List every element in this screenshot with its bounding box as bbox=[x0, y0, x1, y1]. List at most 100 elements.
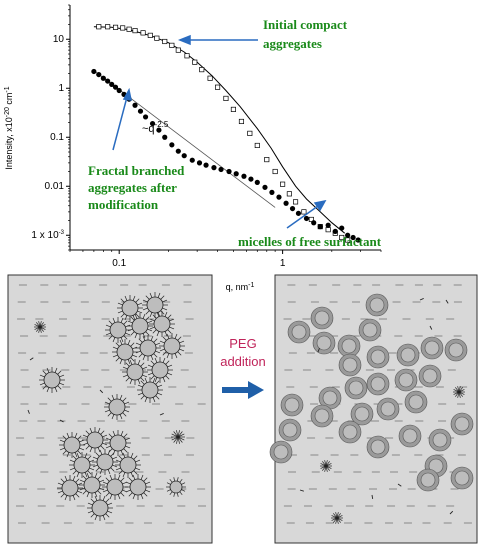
data-point-square bbox=[339, 234, 345, 241]
data-point-circle bbox=[355, 237, 361, 243]
data-point-circle bbox=[295, 210, 302, 216]
micelle-spike bbox=[176, 477, 179, 482]
micelle-spike bbox=[112, 346, 118, 350]
process-label-line2: addition bbox=[220, 354, 266, 369]
free-surfactant bbox=[445, 299, 449, 304]
micelle-spike bbox=[102, 495, 106, 501]
micelle-spike bbox=[76, 472, 80, 478]
data-point-circle bbox=[156, 127, 162, 133]
particle-core bbox=[370, 439, 386, 455]
micelle-spike bbox=[173, 477, 176, 482]
micelle-spike bbox=[125, 362, 130, 367]
micelle-spike bbox=[162, 377, 166, 383]
particle-core bbox=[284, 397, 300, 413]
micelle-spike bbox=[142, 374, 148, 378]
micelle-spike bbox=[142, 335, 146, 341]
micelle-spike bbox=[82, 434, 88, 438]
annotation-arrows bbox=[112, 34, 327, 229]
micelle-spike bbox=[128, 477, 133, 482]
data-point-circle bbox=[317, 224, 323, 230]
micelle-spike bbox=[104, 409, 110, 413]
micelle-spike bbox=[105, 513, 110, 518]
micelle-spike bbox=[164, 331, 168, 337]
micelle-spike bbox=[108, 320, 113, 325]
micelle-spike bbox=[82, 490, 87, 495]
micelle-spike bbox=[39, 374, 45, 378]
micelle-spike bbox=[66, 452, 70, 458]
micelle-spike bbox=[102, 481, 108, 485]
annotation-fractal-line1: Fractal branched bbox=[88, 163, 185, 178]
data-point-circle bbox=[262, 184, 268, 190]
micelle-spike bbox=[120, 337, 124, 343]
micelle-spike bbox=[157, 292, 161, 298]
free-surfactant bbox=[317, 348, 320, 353]
particle-core bbox=[380, 401, 396, 417]
micelle-spike bbox=[85, 445, 90, 450]
micelle-spike bbox=[140, 494, 144, 500]
micelle-spike bbox=[152, 397, 156, 403]
micelle-spike bbox=[137, 379, 141, 385]
micelle-spike bbox=[120, 317, 124, 323]
micelle-spike bbox=[77, 490, 83, 494]
micelle-spike bbox=[169, 491, 173, 496]
micelle-spike bbox=[162, 299, 168, 303]
micelle-spike bbox=[102, 489, 108, 493]
data-point-circle bbox=[226, 168, 232, 175]
micelle-spike bbox=[122, 412, 127, 417]
free-surfactant-core bbox=[38, 325, 42, 329]
micelle-spike bbox=[162, 351, 167, 356]
annotation-fractal-line2: aggregates after bbox=[88, 180, 177, 195]
data-point-circle bbox=[137, 108, 144, 114]
particles-after bbox=[269, 293, 474, 524]
micelle-spike bbox=[145, 310, 150, 315]
micelle-spike bbox=[62, 450, 67, 455]
micelle-core bbox=[109, 321, 127, 339]
micelle-spike bbox=[159, 348, 165, 352]
micelle-spike bbox=[107, 502, 113, 506]
micelle-spike bbox=[130, 342, 135, 347]
micelle-spike bbox=[177, 351, 182, 356]
data-point-square bbox=[126, 26, 132, 32]
data-point-circle bbox=[175, 148, 181, 154]
micelle-spike bbox=[46, 387, 50, 393]
micelle-spike bbox=[150, 375, 155, 380]
particle-core bbox=[342, 357, 358, 373]
micelle-spike bbox=[157, 392, 163, 396]
micelle-spike bbox=[174, 333, 178, 339]
micelle-spike bbox=[166, 353, 170, 359]
micelle-spike bbox=[92, 456, 98, 460]
data-point-circle bbox=[311, 220, 317, 226]
particle-core bbox=[291, 324, 307, 340]
micelle-spike bbox=[104, 401, 110, 405]
micelle-spike bbox=[123, 335, 128, 340]
data-point-circle bbox=[283, 200, 289, 206]
micelle-spike bbox=[133, 455, 138, 460]
micelle-spike bbox=[165, 375, 170, 380]
micelle-spike bbox=[142, 299, 148, 303]
micelle-spike bbox=[72, 475, 76, 481]
process-label-line1: PEG bbox=[229, 336, 256, 351]
y-tick-label: 10 bbox=[53, 34, 65, 45]
micelle-spike bbox=[109, 494, 113, 500]
data-point-circle bbox=[169, 142, 175, 148]
micelle-spike bbox=[112, 354, 118, 358]
particle-core bbox=[454, 416, 470, 432]
free-surfactant-core bbox=[324, 464, 328, 468]
micelle-spike bbox=[155, 395, 160, 400]
micelle-spike bbox=[115, 467, 121, 471]
micelle-core bbox=[116, 343, 134, 361]
schematic: PEG addition bbox=[7, 274, 478, 544]
data-point-square bbox=[175, 47, 181, 53]
micelle-spike bbox=[117, 310, 123, 314]
micelle-spike bbox=[125, 437, 131, 441]
micelle-spike bbox=[179, 491, 183, 496]
micelle-spike bbox=[59, 447, 65, 451]
micelle-spike bbox=[112, 337, 116, 343]
micelle-spike bbox=[105, 477, 110, 482]
micelle-spike bbox=[179, 478, 183, 483]
micelle-spike bbox=[117, 494, 121, 500]
micelle-spike bbox=[119, 339, 123, 345]
micelle-spike bbox=[167, 364, 173, 368]
micelle-spike bbox=[140, 395, 145, 400]
micelle-spike bbox=[160, 295, 165, 300]
